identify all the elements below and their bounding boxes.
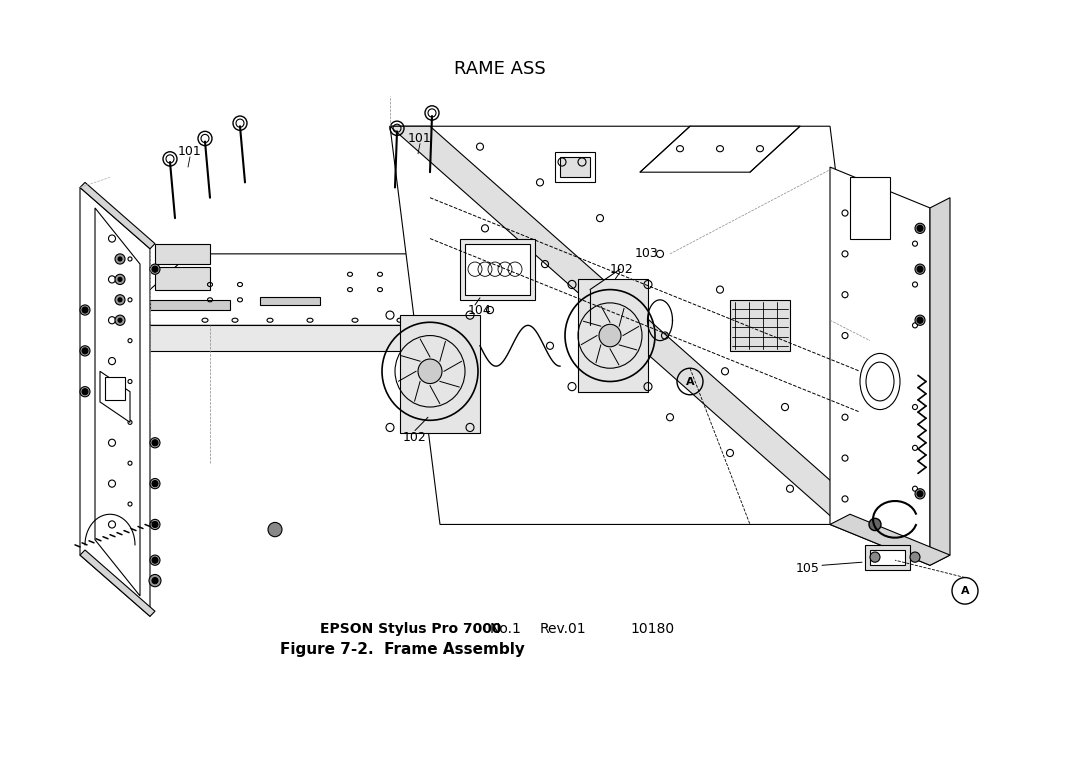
Text: Appendix: Appendix [13,739,94,753]
Bar [870,550,905,565]
Circle shape [150,438,160,448]
Polygon shape [400,315,480,433]
Circle shape [152,439,158,446]
Bar [465,243,530,295]
Circle shape [80,305,90,315]
Text: 101: 101 [408,132,432,145]
Circle shape [118,318,122,322]
Bar [865,545,910,571]
Bar [555,152,595,182]
Polygon shape [80,188,150,617]
Text: EPSON Stylus Pro 7000: EPSON Stylus Pro 7000 [13,10,212,24]
Polygon shape [110,325,590,351]
Circle shape [915,315,924,325]
Circle shape [870,552,880,562]
Circle shape [917,225,923,231]
Circle shape [149,575,161,587]
Text: A: A [686,376,694,387]
Text: EPSON Stylus Pro 7000: EPSON Stylus Pro 7000 [320,622,501,636]
Text: 102: 102 [610,262,634,275]
Circle shape [268,523,282,536]
Circle shape [917,317,923,324]
Text: A: A [961,586,970,596]
Bar [105,378,125,400]
Circle shape [150,264,160,274]
Circle shape [82,388,87,394]
Bar [460,239,535,300]
Circle shape [869,518,881,530]
Text: 216: 216 [1035,739,1067,753]
Circle shape [118,298,122,302]
Circle shape [150,520,160,530]
Polygon shape [80,182,156,249]
Circle shape [152,266,158,272]
Polygon shape [590,254,670,351]
Circle shape [114,274,125,285]
Circle shape [917,491,923,497]
Circle shape [118,257,122,261]
Text: 101: 101 [178,145,202,158]
Text: Exploded View Diagram: Exploded View Diagram [438,739,642,753]
Polygon shape [578,279,648,391]
Polygon shape [260,297,320,305]
Polygon shape [850,177,890,239]
Circle shape [82,348,87,354]
Text: Figure 7-2.  Frame Assembly: Figure 7-2. Frame Assembly [280,642,525,656]
Text: 102: 102 [403,431,427,444]
Circle shape [150,555,160,565]
Circle shape [80,346,90,356]
Circle shape [82,307,87,313]
Polygon shape [831,514,950,565]
Circle shape [915,264,924,274]
Polygon shape [831,167,930,565]
Circle shape [114,254,125,264]
Circle shape [915,224,924,233]
Bar [156,243,210,264]
Circle shape [114,315,125,325]
Circle shape [152,481,158,487]
Circle shape [80,387,90,397]
Text: 10180: 10180 [630,622,674,636]
Circle shape [917,266,923,272]
Bar [561,157,590,177]
Text: RAME ASS: RAME ASS [454,60,545,78]
Polygon shape [110,254,670,325]
Circle shape [152,557,158,563]
Text: Rev.01: Rev.01 [540,622,586,636]
Bar [730,300,789,351]
Polygon shape [390,126,880,524]
Polygon shape [95,208,140,596]
Circle shape [114,295,125,305]
Polygon shape [80,550,156,617]
Polygon shape [150,300,230,310]
Circle shape [150,478,160,489]
Polygon shape [640,126,800,172]
Polygon shape [100,372,130,423]
Circle shape [915,489,924,499]
Circle shape [418,359,442,384]
Circle shape [910,552,920,562]
Text: 104: 104 [468,304,491,317]
Circle shape [152,521,158,527]
Polygon shape [930,198,950,565]
Text: 105: 105 [796,562,820,575]
Polygon shape [390,126,880,524]
Circle shape [152,578,158,584]
Text: Revision B: Revision B [977,10,1067,24]
Circle shape [118,278,122,282]
Circle shape [599,324,621,347]
Bar [156,267,210,290]
Text: No.1: No.1 [490,622,522,636]
Text: 103: 103 [635,247,659,260]
